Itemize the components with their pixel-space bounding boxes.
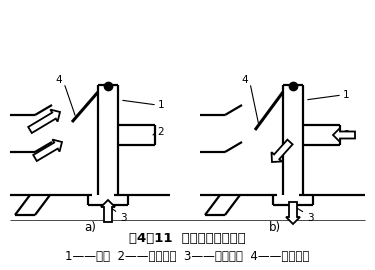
Text: b): b) — [269, 221, 281, 235]
Text: 3: 3 — [307, 213, 314, 223]
Text: 4: 4 — [242, 75, 248, 85]
Polygon shape — [33, 140, 62, 161]
Text: a): a) — [84, 221, 96, 235]
Text: 1——阀板  2——反吹通道  3——仓室通道  4——净气通道: 1——阀板 2——反吹通道 3——仓室通道 4——净气通道 — [65, 249, 309, 262]
Polygon shape — [101, 200, 115, 222]
Text: 2: 2 — [157, 127, 164, 137]
Text: 2: 2 — [343, 130, 350, 140]
Text: 1: 1 — [158, 100, 165, 110]
Text: 图4－11  三通切换结构示意: 图4－11 三通切换结构示意 — [129, 231, 245, 245]
Text: 4: 4 — [56, 75, 62, 85]
Text: 1: 1 — [343, 90, 350, 100]
Polygon shape — [286, 202, 300, 224]
Polygon shape — [333, 128, 355, 142]
Polygon shape — [28, 110, 60, 133]
Text: 3: 3 — [120, 213, 127, 223]
Polygon shape — [272, 140, 292, 162]
